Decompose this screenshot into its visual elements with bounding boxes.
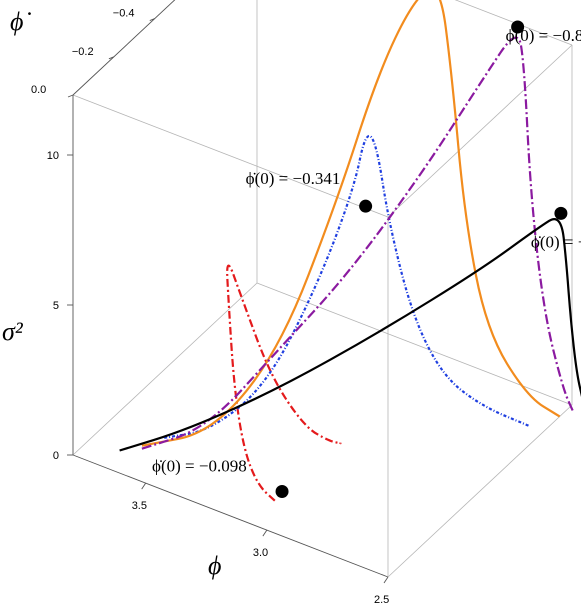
y-tick-label: −0.2 <box>72 46 94 58</box>
y-tick-mark <box>108 56 115 60</box>
series-annotation: ϕ̇(0) = −0.8 <box>506 26 581 45</box>
x-tick-mark <box>383 576 389 584</box>
z-axis-title: σ² <box>2 317 24 346</box>
series-line <box>141 0 561 447</box>
z-tick-label: 5 <box>53 300 59 312</box>
y-tick-mark <box>149 18 155 21</box>
series-line <box>164 134 531 439</box>
x-tick-label: 3.5 <box>132 500 147 512</box>
series-marker <box>511 20 525 34</box>
box-edge <box>387 44 573 218</box>
y-tick-mark <box>67 94 74 98</box>
z-tick-label: 0 <box>53 450 59 462</box>
axis-ticks: 3.53.02.50.0−0.2−0.4−0.6−0.80510 <box>31 8 389 606</box>
series-annotation: ϕ̇(0) = −0.341 <box>246 169 341 188</box>
series-annotation: ϕ̇(0) = −0.098 <box>152 456 247 475</box>
series-line <box>119 218 581 452</box>
box-edge <box>72 454 389 578</box>
x-tick-label: 2.5 <box>374 594 389 606</box>
markers <box>275 20 568 498</box>
series-marker <box>359 199 373 213</box>
series-line <box>141 36 574 450</box>
y-axis-title: ϕ̇ <box>10 7 31 36</box>
box-edge <box>387 404 573 578</box>
box-edge <box>256 282 573 406</box>
bounding-box <box>72 0 573 578</box>
series-marker <box>275 484 289 498</box>
z-tick-label: 10 <box>47 150 59 162</box>
x-tick-mark <box>141 482 147 490</box>
series-line <box>226 264 342 502</box>
x-axis-title: ϕ <box>208 551 221 580</box>
series-marker <box>554 206 568 220</box>
box-edge <box>72 282 258 456</box>
series-annotation: ϕ̇(0) = −0.905 <box>531 232 581 251</box>
y-tick-label: −0.4 <box>113 8 135 20</box>
box-edge <box>72 0 176 96</box>
curves <box>119 0 581 502</box>
y-tick-label: 0.0 <box>31 84 46 96</box>
x-tick-label: 3.0 <box>253 547 268 559</box>
box-edge <box>72 94 389 218</box>
x-tick-mark <box>262 529 268 537</box>
